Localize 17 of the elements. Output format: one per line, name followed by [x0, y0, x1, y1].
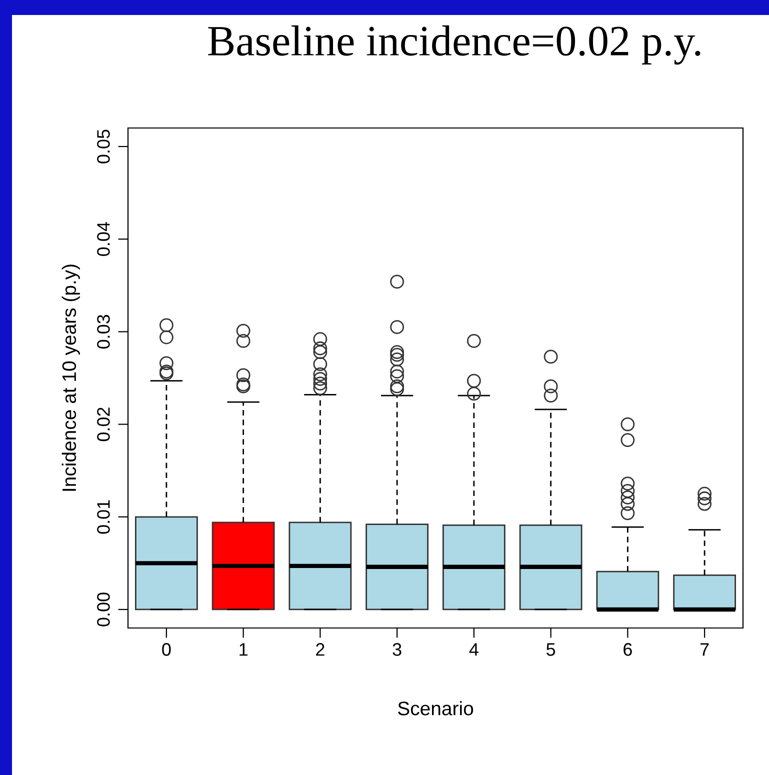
- x-tick-label: 6: [624, 643, 632, 656]
- y-tick-label: 0.00: [97, 592, 110, 626]
- x-tick-label: 5: [546, 643, 556, 656]
- x-tick-label: 1: [240, 643, 248, 656]
- x-tick-label: 2: [316, 643, 324, 656]
- y-tick-label: 0.02: [97, 408, 110, 442]
- x-tick-label: 7: [700, 643, 709, 656]
- y-tick-label: 0.05: [97, 130, 110, 164]
- y-tick-label: 0.04: [97, 222, 110, 256]
- x-tick-label: 3: [392, 643, 402, 656]
- y-tick-label: 0.03: [97, 314, 110, 349]
- x-tick-label: 4: [469, 643, 478, 656]
- chart-title: Baseline incidence=0.02 p.y.: [208, 25, 700, 65]
- x-axis-title: Scenario: [398, 701, 474, 716]
- x-tick-label: 0: [162, 643, 171, 656]
- y-axis-title: Incidence at 10 years (p.y): [62, 264, 80, 491]
- y-tick-label: 0.01: [97, 500, 110, 534]
